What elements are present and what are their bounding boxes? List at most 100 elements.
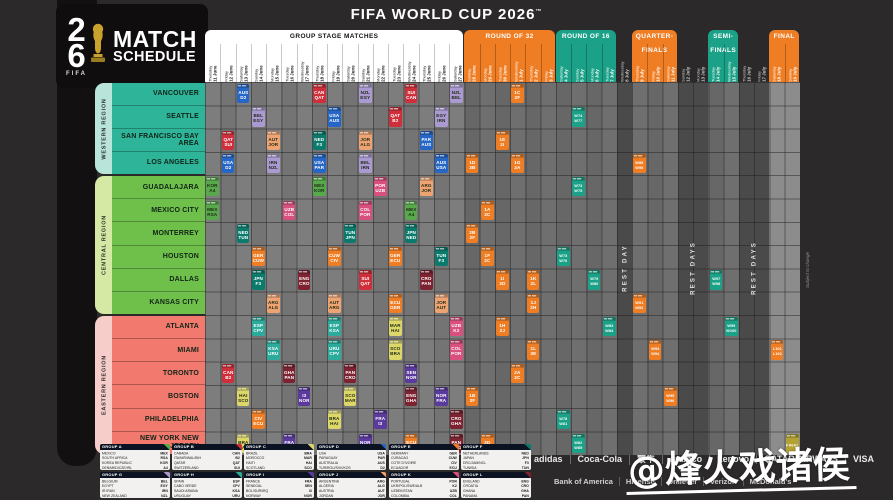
- group-name: GROUP K: [388, 471, 459, 479]
- team-a: SUI: [361, 276, 370, 282]
- match-cell-inner: PAR AUS: [419, 130, 433, 150]
- match-cell: CIV ECU: [252, 410, 265, 430]
- group-team-row: SWITZERLAND SUI: [172, 465, 242, 469]
- team-code: ESP: [233, 478, 240, 483]
- group-name: GROUP G: [100, 471, 170, 479]
- match-cell-inner: HAI SCO: [236, 386, 250, 406]
- match-teams: AUS USA: [435, 157, 448, 173]
- team-code: ENG: [521, 478, 529, 483]
- match-cell-time: [297, 386, 311, 391]
- team-a: MEX: [314, 183, 325, 189]
- match-cell-time: [465, 386, 479, 391]
- match-cell: CRO GHA: [450, 410, 464, 430]
- match-cell: W97 W98: [709, 270, 723, 290]
- match-cell-inner: NED F3: [313, 130, 326, 150]
- group-team-row: JORDAN JOR: [317, 493, 387, 497]
- team-b: 2F: [469, 234, 475, 240]
- match-cell-time: [557, 247, 570, 251]
- date-label: Wednesday 15 July: [725, 44, 738, 81]
- date-number: 17 June: [304, 65, 310, 82]
- match-teams: JOR AUT: [435, 297, 448, 313]
- team-b: CUW: [252, 258, 265, 263]
- phase-title: SEMI-FINALS: [710, 33, 737, 54]
- match-cell: IRN NZL: [267, 153, 280, 174]
- date-number: 7 July: [609, 69, 615, 82]
- match-teams: NOR FRA: [435, 390, 448, 406]
- match-cell: SUI QAT: [358, 270, 372, 290]
- phase-panel: SEMI-FINALS Tuesday 14 July Wednesday 15 Jul…: [708, 30, 738, 82]
- team-a: PAN: [345, 370, 355, 375]
- match-teams: CAN QAT: [313, 88, 326, 104]
- team-a: POR: [375, 183, 386, 189]
- date-label: Tuesday 16 June: [283, 44, 298, 82]
- logo-year: 2 6 FIFA: [66, 11, 87, 77]
- match-cell: NZL BEL: [450, 84, 464, 104]
- match-teams: BRA MAR: [237, 437, 250, 453]
- team-a: AUT: [268, 137, 279, 142]
- city-row: SAN FRANCISCO BAY AREA: [112, 128, 205, 151]
- match-cell: MEX RSA: [206, 200, 219, 220]
- team-name: ECUADOR: [390, 465, 408, 470]
- team-a: 1E: [499, 137, 506, 142]
- match-cell-time: [404, 223, 418, 228]
- match-cell-time: [267, 340, 280, 344]
- sponsor-logo: Coca-Cola: [569, 453, 630, 464]
- match-cell: URU CPV: [328, 340, 341, 360]
- match-teams: NZL EGY: [359, 88, 372, 104]
- team-b: W92: [635, 305, 644, 310]
- group-card: GROUP H SPAIN ESP CABO VERDE CPV SAUDI ARABIA…: [172, 471, 242, 498]
- group-team-row: AUSTRALIA AUS: [317, 461, 387, 465]
- match-cell-inner: JOR AUT: [435, 293, 448, 313]
- group-team-row: ALGERIA ALG: [317, 484, 387, 488]
- team-name: SAUDI ARABIA: [174, 488, 199, 493]
- date-number: 22 June: [380, 65, 386, 82]
- team-a: ESP: [329, 323, 340, 329]
- date-label: Tuesday 23 June: [389, 44, 404, 82]
- match-cell: W79 W80: [587, 270, 601, 290]
- team-a: JOR: [436, 300, 447, 305]
- team-code: KSA: [232, 488, 240, 493]
- match-cell: NED F3: [313, 130, 326, 150]
- team-name: ENGLAND: [463, 478, 480, 483]
- group-color-swatch: [524, 471, 531, 479]
- match-cell-inner: ESP CPV: [252, 317, 265, 336]
- match-cell-time: [526, 270, 540, 274]
- tournament-logo: 2 6 FIFA MATCH SCHEDULE: [56, 4, 208, 88]
- team-a: I3: [302, 393, 307, 399]
- match-cell-time: [374, 177, 387, 181]
- grid-column: [555, 82, 572, 455]
- team-code: PAN: [521, 493, 529, 498]
- match-teams: 1K 2L: [527, 274, 540, 290]
- match-cell-inner: AUT JOR: [267, 130, 280, 150]
- group-card-inner: GROUP J ARGENTINA ARG ALGERIA ALG AUSTRIA AUT J…: [316, 471, 387, 498]
- team-code: AUT: [377, 488, 385, 493]
- match-cell-inner: CRO PAN: [419, 270, 433, 289]
- match-cell-time: [358, 130, 372, 135]
- group-teams: PORTUGAL POR UKR/POL/SWE/ALB K2 UZBEKISTAN UZ…: [388, 477, 459, 498]
- match-cell-time: [496, 317, 509, 321]
- match-cell-inner: W97 W98: [709, 270, 723, 289]
- group-name: GROUP J: [316, 471, 387, 479]
- group-name: GROUP L: [461, 471, 531, 479]
- group-team-row: DRC/JAM/NCL F3: [461, 461, 531, 465]
- grid-column: [677, 82, 694, 455]
- team-name: TUR/ROU/SVK/KOS: [318, 465, 351, 470]
- team-a: W82: [574, 440, 583, 445]
- city-row: MONTERREY: [112, 221, 205, 244]
- match-cell-time: [511, 84, 525, 88]
- group-team-row: NORWAY NOR: [244, 493, 314, 497]
- team-name: IR IRAN: [102, 488, 115, 493]
- match-teams: ENG GHA: [405, 390, 418, 406]
- team-code: I3: [309, 488, 313, 493]
- date-number: 19 June: [334, 65, 341, 82]
- team-b: K2: [453, 328, 460, 333]
- team-code: NZL: [161, 493, 168, 498]
- match-cell-inner: CRO GHA: [450, 410, 464, 429]
- date-cell: Friday 3 July: [540, 44, 555, 82]
- group-team-row: SCOTLAND SCO: [244, 465, 314, 469]
- team-a: URU: [329, 346, 340, 352]
- team-a: W97: [711, 277, 721, 282]
- match-cell: TUN F3: [435, 247, 448, 267]
- match-teams: 1E 2I: [496, 134, 509, 150]
- group-color-swatch: [163, 444, 170, 451]
